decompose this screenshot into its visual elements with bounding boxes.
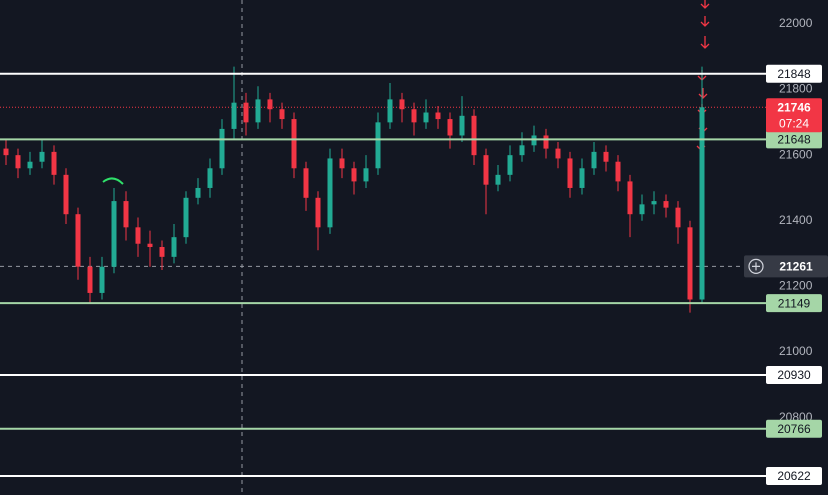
candle-body <box>687 227 693 300</box>
candle-body <box>267 99 273 110</box>
candle-body <box>411 109 417 123</box>
candle-body <box>675 207 681 228</box>
candle-body <box>195 187 201 198</box>
candle-body <box>435 112 441 120</box>
y-tick-label: 21800 <box>779 82 813 96</box>
y-tick-label: 22000 <box>779 16 813 30</box>
level-label-box <box>766 466 822 485</box>
candle-body <box>471 115 477 156</box>
level-label-box <box>766 64 822 83</box>
level-label: 20622 <box>777 469 811 483</box>
crosshair-price-label: 21261 <box>779 260 813 274</box>
y-tick-label: 21200 <box>779 279 813 293</box>
level-label: 20766 <box>777 422 811 436</box>
candle-body <box>303 168 309 198</box>
level-label-box <box>766 294 822 313</box>
candle-body <box>423 112 429 123</box>
candle-body <box>567 158 573 188</box>
candle-body <box>603 151 609 162</box>
level-label: 20930 <box>777 368 811 382</box>
candle-body <box>27 161 33 169</box>
candle-body <box>375 122 381 169</box>
candle-body <box>171 237 177 257</box>
y-tick-label: 21400 <box>779 213 813 227</box>
candle-body <box>651 201 657 205</box>
candle-body <box>39 151 45 162</box>
candle-body <box>507 155 513 175</box>
candle-body <box>87 266 93 293</box>
candle-body <box>615 161 621 182</box>
candle-body <box>351 168 357 182</box>
candle-body <box>315 197 321 228</box>
level-label-box <box>766 130 822 149</box>
candle-body <box>591 151 597 169</box>
candle-body <box>219 128 225 169</box>
candle-body <box>555 148 561 159</box>
candle-body <box>99 266 105 293</box>
candle-body <box>51 151 57 175</box>
candle-body <box>243 102 249 123</box>
candle-body <box>519 145 525 156</box>
candle-body <box>159 247 165 257</box>
candle-body <box>543 135 549 149</box>
candle-body <box>111 201 117 267</box>
candle-body <box>123 201 129 228</box>
crosshair-price-box <box>744 255 828 278</box>
candle-body <box>699 107 705 300</box>
level-label: 21848 <box>777 67 811 81</box>
candle-body <box>183 197 189 238</box>
candle-body <box>279 109 285 120</box>
level-label: 21648 <box>777 133 811 147</box>
candle-body <box>495 174 501 185</box>
level-label-box <box>766 419 822 438</box>
candle-body <box>639 204 645 215</box>
candle-body <box>459 115 465 136</box>
candle-body <box>3 148 9 156</box>
candle-body <box>579 168 585 188</box>
candle-body <box>147 243 153 248</box>
candle-body <box>207 168 213 188</box>
candle-body <box>135 227 141 244</box>
candle-body <box>291 119 297 169</box>
candle-body <box>627 181 633 215</box>
candle-body <box>483 155 489 185</box>
last-price-box <box>766 98 822 133</box>
candle-body <box>231 102 237 129</box>
level-label: 21149 <box>778 296 811 310</box>
last-price-label: 21746 <box>777 100 811 114</box>
candle-body <box>363 168 369 182</box>
candle-body <box>447 119 453 136</box>
candle-body <box>387 99 393 123</box>
candle-body <box>663 201 669 208</box>
crosshair-plus-icon <box>748 258 764 274</box>
candle-body <box>63 174 69 215</box>
candle-body <box>399 99 405 110</box>
annotation-arc <box>102 177 124 185</box>
candle-body <box>15 155 21 169</box>
y-tick-label: 21600 <box>779 147 813 161</box>
candle-body <box>75 214 81 267</box>
candle-body <box>255 99 261 123</box>
y-tick-label: 21000 <box>779 344 813 358</box>
level-label-box <box>766 365 822 384</box>
crosshair-plus-sign <box>752 262 760 271</box>
countdown-label: 07:24 <box>779 116 809 130</box>
candle-body <box>339 158 345 169</box>
candle-body <box>327 158 333 228</box>
